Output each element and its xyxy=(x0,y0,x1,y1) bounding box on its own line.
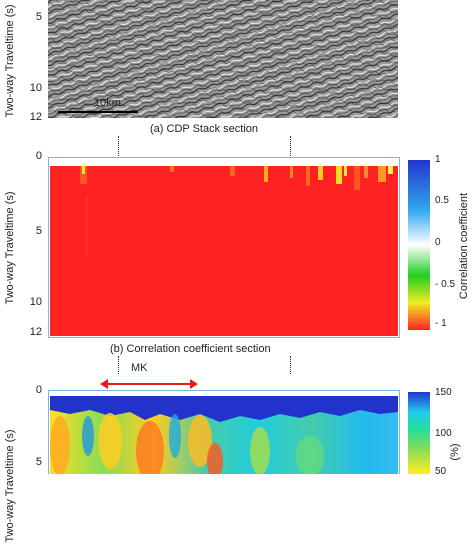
panel-b-ytick-5: 5 xyxy=(35,225,42,237)
cb-b-tick-neg1: - 1 xyxy=(435,318,447,329)
panel-b-ytick-12: 12 xyxy=(29,326,42,338)
cb-b-label: Correlation coefficient xyxy=(458,192,470,300)
correlation-heatmap xyxy=(50,166,398,336)
panel-b-ytick-10: 10 xyxy=(29,296,42,308)
panel-a-ylabel: Two-way Traveltime (s) xyxy=(4,4,16,118)
cb-c-tick-100: 100 xyxy=(435,428,452,439)
scale-bar xyxy=(58,111,138,113)
cb-b-tick-0.5: 0.5 xyxy=(435,195,449,206)
scale-bar-label: 10km xyxy=(94,97,121,109)
panel-b-ylabel: Two-way Traveltime (s) xyxy=(4,191,16,305)
mk-range-arrow xyxy=(100,379,198,389)
panel-a-ytick-5: 5 xyxy=(35,11,42,23)
panel-a-ytick-10: 10 xyxy=(29,82,42,94)
connector-line-right-1 xyxy=(290,136,291,156)
correlation-colorbar xyxy=(408,160,430,330)
cb-c-tick-150: 150 xyxy=(435,387,452,398)
panel-c-colorbar xyxy=(408,392,430,474)
panel-c-ylabel: Two-way Traveltime (s) xyxy=(4,429,16,543)
connector-line-left-2 xyxy=(118,356,119,374)
panel-b-ytick-0: 0 xyxy=(35,150,42,162)
cb-b-tick-1: 1 xyxy=(435,154,441,165)
cb-b-tick-neg0.5: - 0.5 xyxy=(435,279,456,290)
panel-b-caption: (b) Correlation coefficient section xyxy=(110,343,271,355)
connector-line-left-1 xyxy=(118,136,119,156)
panel-a-ytick-12: 12 xyxy=(29,111,42,123)
mk-annotation: MK xyxy=(131,362,148,374)
panel-c-frame xyxy=(48,390,400,474)
cb-c-label: (%) xyxy=(449,443,461,461)
panel-c-ytick-5: 5 xyxy=(35,456,42,468)
panel-c-heatmap xyxy=(50,396,398,474)
cb-c-tick-50: 50 xyxy=(435,466,447,477)
panel-c-ytick-0: 0 xyxy=(35,384,42,396)
cdp-stack-image xyxy=(48,0,398,118)
cb-b-tick-0: 0 xyxy=(435,237,441,248)
panel-a-caption: (a) CDP Stack section xyxy=(150,123,259,135)
connector-line-right-2 xyxy=(290,356,291,374)
